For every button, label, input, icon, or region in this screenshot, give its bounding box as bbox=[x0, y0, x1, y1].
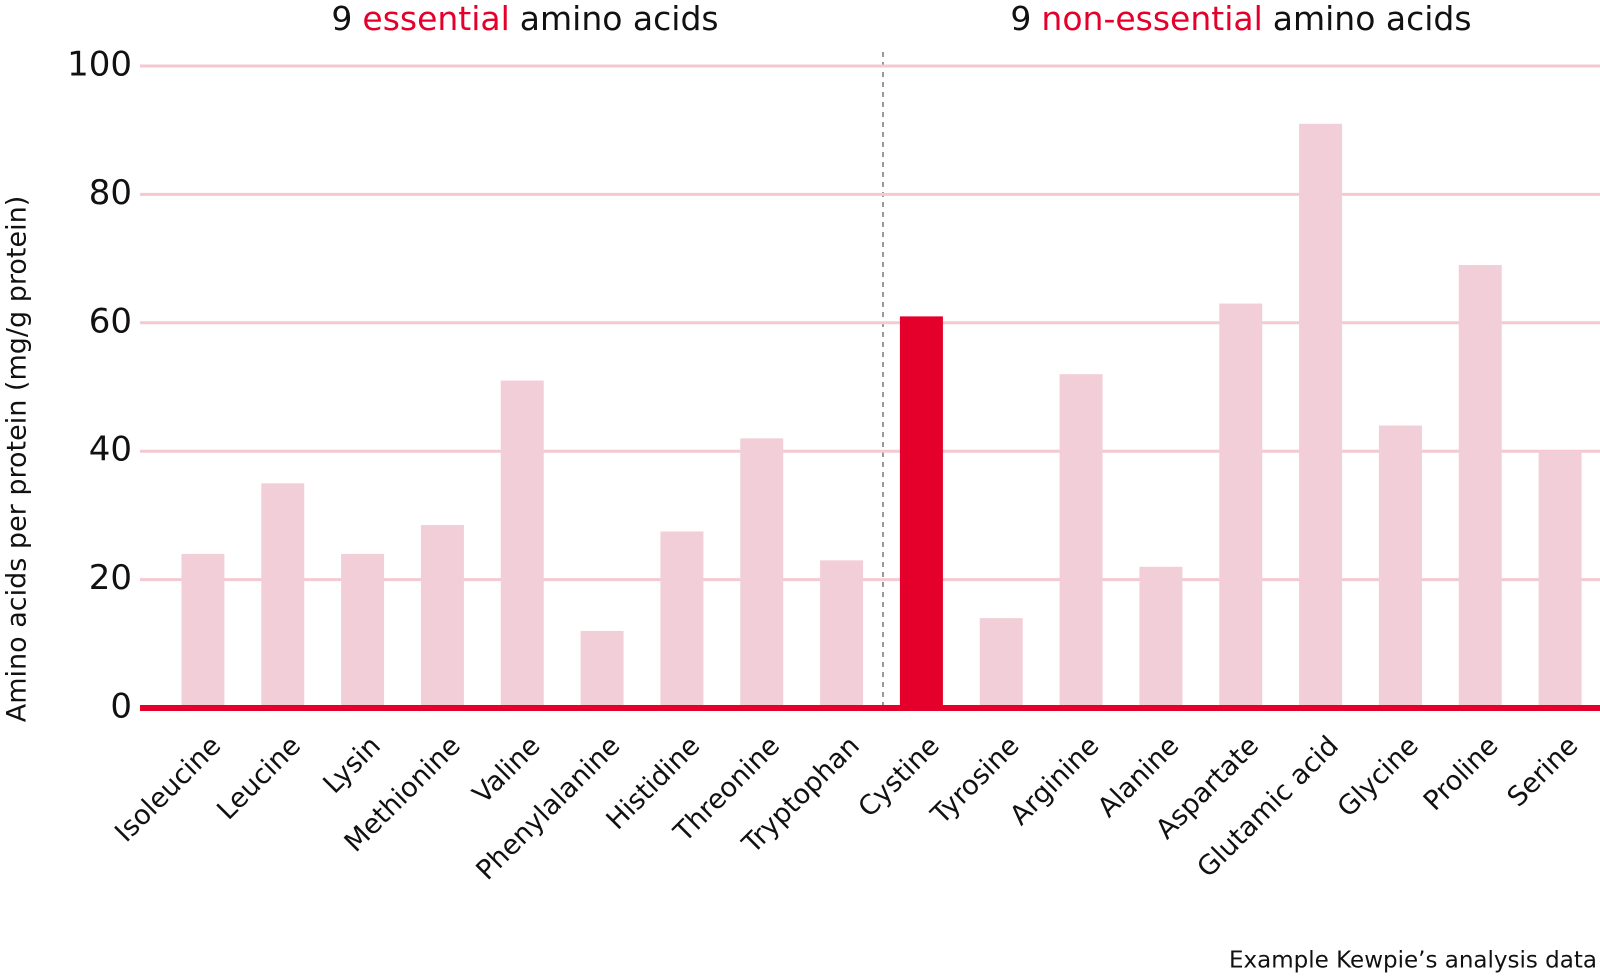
bar bbox=[261, 483, 305, 708]
bar bbox=[500, 380, 544, 708]
y-tick-label: 60 bbox=[89, 301, 132, 341]
bar bbox=[1299, 123, 1343, 708]
x-tick-label: Isoleucine bbox=[109, 730, 227, 848]
bar bbox=[899, 316, 943, 708]
bar bbox=[1378, 425, 1422, 708]
group-title-part: amino acids bbox=[520, 0, 719, 38]
group-title-part: amino acids bbox=[1273, 0, 1472, 38]
bar bbox=[740, 438, 784, 708]
group-title-part: 9 bbox=[331, 0, 352, 38]
x-tick-label: Serine bbox=[1502, 730, 1585, 813]
group-title: 9 essential amino acids bbox=[331, 0, 718, 38]
bar bbox=[1139, 566, 1183, 708]
group-title-part: essential bbox=[362, 0, 509, 38]
bar bbox=[979, 618, 1023, 708]
x-tick-label: Proline bbox=[1418, 730, 1505, 817]
bar bbox=[580, 630, 624, 708]
group-title-part: 9 bbox=[1010, 0, 1031, 38]
x-tick-label: Arginine bbox=[1004, 730, 1105, 831]
bar bbox=[1059, 374, 1103, 708]
bar bbox=[820, 560, 864, 708]
y-tick-label: 40 bbox=[89, 430, 132, 470]
y-tick-label: 100 bbox=[67, 45, 132, 85]
bar bbox=[1538, 451, 1582, 708]
y-tick-label: 20 bbox=[89, 558, 132, 598]
source-note: Example Kewpie’s analysis data bbox=[1229, 948, 1597, 974]
bar bbox=[181, 553, 225, 708]
x-tick-label: Leucine bbox=[211, 730, 307, 826]
bar bbox=[341, 553, 385, 708]
group-title-part: non-essential bbox=[1041, 0, 1262, 38]
x-tick-label: Lysin bbox=[317, 730, 386, 799]
group-title: 9 non-essential amino acids bbox=[1010, 0, 1471, 38]
bar bbox=[660, 531, 704, 708]
bar bbox=[1219, 303, 1263, 708]
x-tick-label: Phenylalanine bbox=[470, 730, 626, 886]
x-tick-label: Glycine bbox=[1332, 730, 1425, 823]
y-tick-label: 80 bbox=[89, 173, 132, 213]
x-tick-label: Valine bbox=[467, 730, 547, 810]
y-tick-label: 0 bbox=[110, 687, 132, 727]
bar bbox=[1458, 265, 1502, 708]
y-axis-title: Amino acids per protein (mg/g protein) bbox=[2, 196, 33, 722]
bar bbox=[420, 525, 464, 708]
x-tick-label: Glutamic acid bbox=[1191, 730, 1344, 883]
